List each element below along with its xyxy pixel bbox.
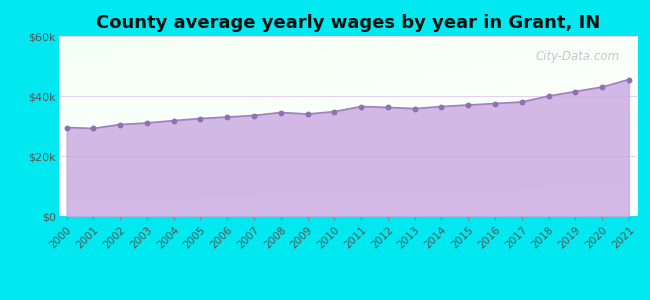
Point	[356, 104, 367, 109]
Text: City-Data.com: City-Data.com	[536, 50, 619, 63]
Point	[115, 122, 125, 127]
Point	[490, 101, 501, 106]
Point	[302, 112, 313, 116]
Point	[249, 113, 259, 118]
Point	[410, 106, 420, 111]
Point	[88, 126, 99, 131]
Point	[597, 85, 607, 89]
Point	[276, 110, 286, 115]
Point	[329, 109, 339, 114]
Point	[463, 103, 473, 107]
Point	[570, 89, 580, 94]
Point	[142, 121, 152, 125]
Point	[543, 94, 554, 98]
Point	[436, 104, 447, 109]
Point	[517, 100, 527, 104]
Title: County average yearly wages by year in Grant, IN: County average yearly wages by year in G…	[96, 14, 600, 32]
Point	[195, 116, 205, 121]
Point	[383, 105, 393, 110]
Point	[222, 115, 233, 119]
Point	[624, 77, 634, 82]
Point	[61, 125, 72, 130]
Point	[168, 118, 179, 123]
